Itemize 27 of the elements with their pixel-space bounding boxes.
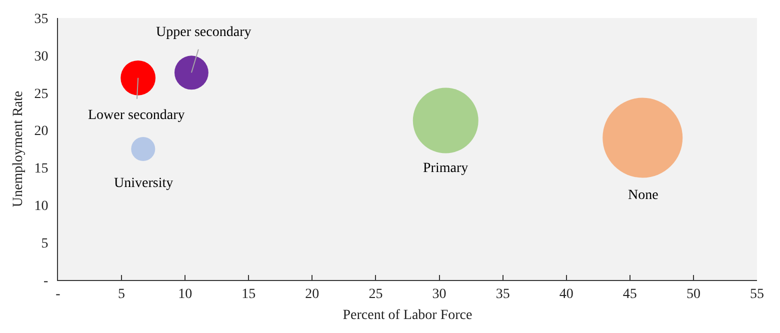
series-label: Upper secondary: [156, 25, 252, 40]
x-tick-label: 45: [622, 286, 637, 302]
x-tick-label: 55: [750, 286, 764, 302]
y-axis-title: Unemployment Rate: [10, 90, 26, 208]
x-tick-label: 40: [559, 286, 574, 302]
x-tick-label: 50: [686, 286, 700, 302]
y-tick-label: 5: [41, 236, 48, 252]
x-tick-label: -: [56, 286, 61, 302]
x-axis-title: Percent of Labor Force: [342, 308, 472, 324]
y-tick-label: 25: [34, 86, 48, 102]
y-tick-label: 35: [34, 12, 48, 27]
y-tick-label: 10: [34, 199, 48, 214]
x-tick-label: 15: [242, 286, 256, 302]
y-tick-label: -: [44, 274, 49, 289]
x-tick-label: 5: [118, 286, 126, 302]
y-tick-label: 30: [34, 49, 48, 64]
x-tick-label: 10: [178, 286, 192, 302]
series-label: University: [114, 176, 174, 191]
series-label: None: [628, 188, 658, 203]
x-tick-label: 20: [305, 286, 320, 302]
series-label: Lower secondary: [88, 108, 185, 123]
x-tick-label: 25: [368, 286, 383, 302]
y-tick-label: 20: [34, 124, 48, 140]
y-tick-label: 15: [34, 162, 48, 177]
series-label: Primary: [423, 161, 468, 176]
x-tick-label: 35: [496, 286, 510, 302]
x-tick-label: 30: [432, 286, 446, 302]
